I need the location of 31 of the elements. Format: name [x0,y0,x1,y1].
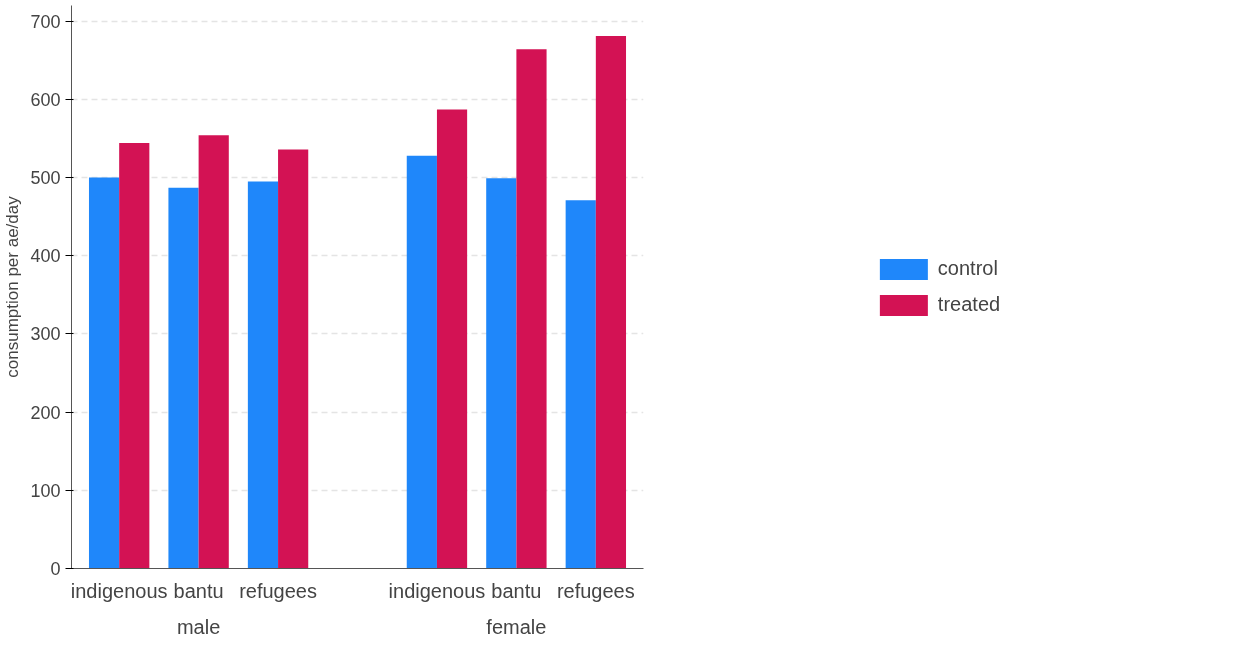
bar [278,149,309,569]
x-tick-label: refugees [239,579,317,602]
bar [168,187,199,569]
y-tick-label: 500 [30,168,61,189]
text: male [176,615,221,638]
bar [198,135,229,569]
bar [565,200,596,569]
y-tick-label: 600 [30,89,61,110]
y-tick-label: 400 [30,246,61,267]
x-tick-label: bantu [173,579,224,602]
legend-label: treated [937,293,1001,316]
legend-label: control [937,257,998,280]
y-axis-title: consumption per ae/day [3,195,23,378]
bar [119,143,150,569]
y-tick-label: 300 [30,324,61,345]
x-tick-label: refugees [556,579,635,602]
x-tick-label: indigenous [70,579,168,602]
y-tick-label: 200 [30,402,61,423]
bar [406,155,437,569]
bar [436,109,468,569]
y-tick-label: 100 [30,480,61,501]
bar [486,178,517,569]
bar [88,177,120,569]
bar [516,49,547,569]
x-tick-label: bantu [491,579,542,602]
text: female [486,615,547,638]
bar [247,181,279,569]
x-tick-label: indigenous [388,579,486,602]
y-tick-label: 700 [30,11,61,32]
bar [595,36,627,569]
y-tick-label: 0 [50,559,61,579]
